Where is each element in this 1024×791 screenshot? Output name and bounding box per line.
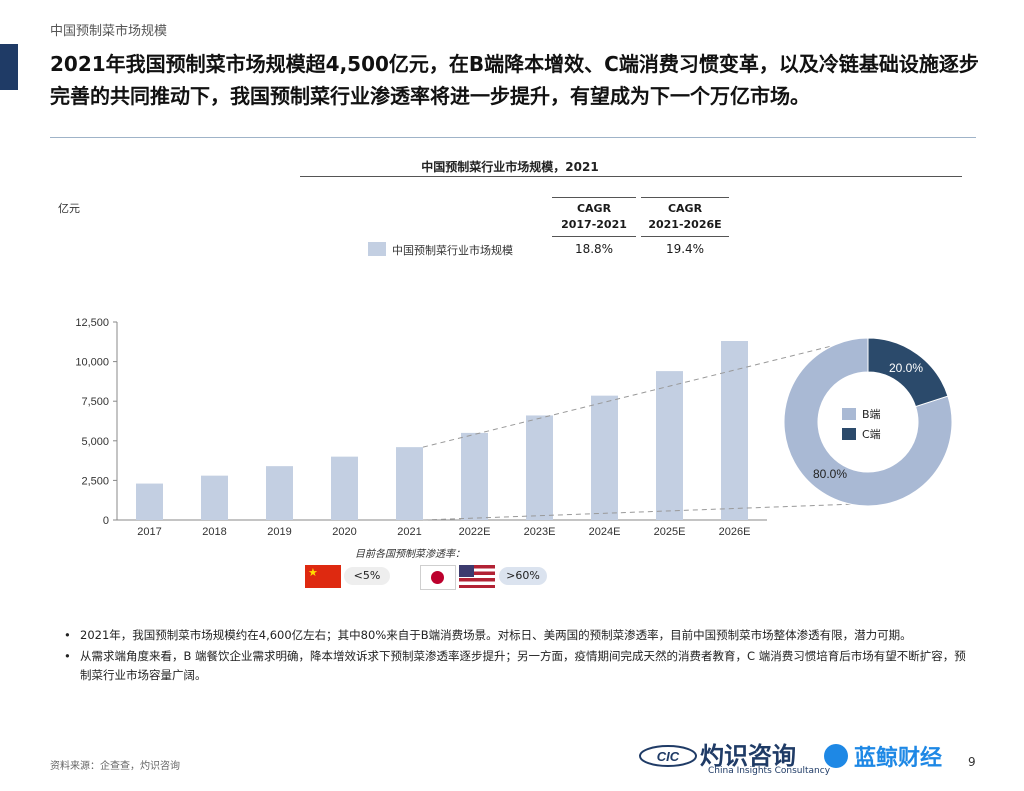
x-tick-label: 2025E [654,526,686,538]
y-tick-label: 10,000 [75,357,109,369]
x-tick-label: 2018 [202,526,226,538]
y-tick-label: 5,000 [81,436,109,448]
bar [591,395,618,520]
legend-label: 中国预制菜行业市场规模 [392,244,513,257]
headline-divider [50,137,976,138]
connector-line [422,503,857,521]
bar [461,432,488,520]
penetration-caption: 目前各国预制菜渗透率： [355,549,465,560]
x-tick-label: 2020 [332,526,356,538]
x-tick-label: 2017 [137,526,161,538]
bar [136,483,163,520]
china-penetration-badge: <5% [344,567,390,585]
svg-text:CIC: CIC [657,749,680,764]
bar [266,466,293,520]
x-tick-label: 2019 [267,526,291,538]
x-tick-label: 2022E [459,526,491,538]
cic-logo-subtitle: China Insights Consultancy [708,766,831,776]
x-tick-label: 2026E [719,526,751,538]
donut-legend-label: C端 [862,428,881,441]
donut-legend-swatch [842,428,856,440]
y-tick-label: 7,500 [81,396,109,408]
china-flag-icon: ★ [305,565,341,588]
x-tick-label: 2023E [524,526,556,538]
chart-title: 中国预制菜行业市场规模，2021 [421,160,599,174]
bullet-item: 从需求端角度来看，B 端餐饮企业需求明确，降本增效诉求下预制菜渗透率逐步提升；另… [64,647,969,685]
japan-flag-icon [420,565,456,590]
accent-bar [0,44,18,90]
donut-legend-label: B端 [862,408,881,421]
y-tick-label: 0 [103,515,109,527]
y-axis-unit: 亿元 [58,202,80,215]
section-label: 中国预制菜市场规模 [50,24,168,39]
headline: 2021年我国预制菜市场规模超4,500亿元，在B端降本增效、C端消费习惯变革，… [50,52,979,108]
connector-line [422,339,857,448]
bar [721,341,748,520]
bullet-item: 2021年，我国预制菜市场规模约在4,600亿左右；其中80%来自于B端消费场景… [64,626,969,645]
bar [331,456,358,520]
y-tick-label: 2,500 [81,475,109,487]
cagr-rule [641,236,729,237]
donut-label-b: 80.0% [813,467,847,481]
donut-slice [783,337,953,507]
chart-title-rule [300,176,962,177]
cagr-value-1: 18.8% [574,242,614,256]
bar [526,415,553,520]
cagr-rule [641,197,729,198]
japan-us-penetration-badge: >60% [499,567,547,585]
y-tick-label: 12,500 [75,317,109,329]
donut-legend-swatch [842,408,856,420]
cic-logo-icon: CIC [639,745,697,767]
bar [396,447,423,520]
source-note: 资料来源：企查查，灼识咨询 [50,761,180,772]
cagr-rule [552,236,636,237]
cagr-header-1: CAGR 2017-2021 [561,202,627,231]
lanjing-logo-text: 蓝鲸财经 [854,746,943,771]
bar [201,475,228,520]
cagr-rule [552,197,636,198]
us-flag-icon [459,565,495,588]
x-tick-label: 2021 [397,526,421,538]
page-number: 9 [968,755,976,769]
bar [656,371,683,520]
donut-label-c: 20.0% [889,361,923,375]
cic-logo-text: 灼识咨询 [700,742,796,770]
cagr-header-2: CAGR 2021-2026E [648,202,722,231]
whale-icon [824,744,848,768]
legend-swatch [368,242,386,256]
x-tick-label: 2024E [589,526,621,538]
key-findings: 2021年，我国预制菜市场规模约在4,600亿左右；其中80%来自于B端消费场景… [64,626,969,687]
donut-slice [867,337,949,408]
cagr-value-2: 19.4% [665,242,705,256]
